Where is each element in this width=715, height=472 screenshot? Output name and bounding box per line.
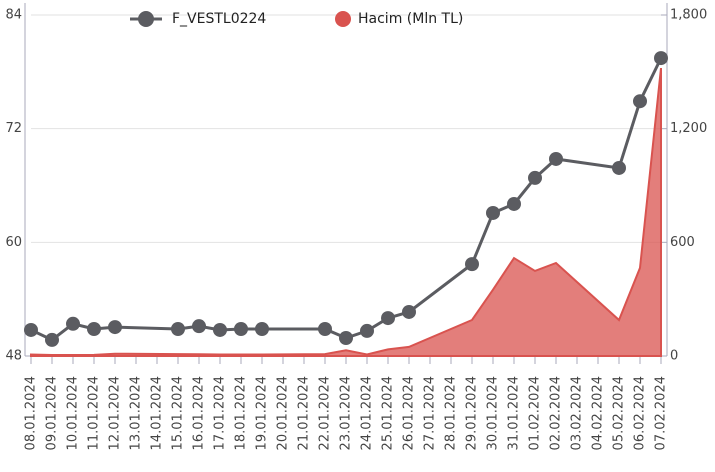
y2-tick-label: 1,200	[670, 121, 707, 136]
x-tick-label: 13.01.2024	[129, 376, 144, 450]
price-marker	[402, 304, 416, 319]
price-marker	[654, 51, 668, 66]
x-tick-label: 10.01.2024	[66, 376, 81, 450]
y-tick-label: 72	[5, 121, 22, 136]
price-marker	[87, 322, 101, 337]
price-marker	[339, 331, 353, 346]
x-tick-label: 26.01.2024	[402, 376, 417, 450]
price-marker	[24, 322, 38, 337]
x-tick-label: 25.01.2024	[381, 376, 396, 450]
x-tick-label: 31.01.2024	[507, 376, 522, 450]
x-tick-label: 17.01.2024	[213, 376, 228, 450]
price-marker	[381, 311, 395, 326]
x-tick-label: 30.01.2024	[486, 376, 501, 450]
price-marker	[486, 205, 500, 220]
price-marker	[255, 322, 269, 337]
x-tick-label: 11.01.2024	[87, 376, 102, 450]
y-tick-label: 84	[5, 8, 22, 23]
x-tick-label: 09.01.2024	[45, 376, 60, 450]
x-tick-label: 05.02.2024	[612, 376, 627, 450]
price-marker	[507, 196, 521, 211]
x-tick-label: 19.01.2024	[255, 376, 270, 450]
x-tick-label: 27.01.2024	[423, 376, 438, 450]
legend-label: Hacim (Mln TL)	[358, 11, 463, 27]
price-marker	[465, 257, 479, 272]
x-tick-label: 21.01.2024	[297, 376, 312, 450]
x-tick-label: 02.02.2024	[549, 376, 564, 450]
legend-swatch	[335, 11, 351, 27]
x-tick-label: 24.01.2024	[360, 376, 375, 450]
price-marker	[171, 322, 185, 337]
x-tick-label: 14.01.2024	[150, 376, 165, 450]
x-tick-label: 29.01.2024	[465, 376, 480, 450]
price-marker	[612, 160, 626, 175]
x-tick-label: 28.01.2024	[444, 376, 459, 450]
y2-tick-label: 600	[670, 235, 695, 250]
x-tick-label: 07.02.2024	[654, 376, 669, 450]
x-tick-label: 18.01.2024	[234, 376, 249, 450]
y-tick-label: 60	[5, 235, 22, 250]
x-tick-label: 20.01.2024	[276, 376, 291, 450]
legend-item: F_VESTL0224	[130, 11, 266, 27]
price-marker	[633, 94, 647, 109]
volume-area	[30, 67, 662, 357]
legend-label: F_VESTL0224	[172, 11, 266, 27]
price-marker	[45, 332, 59, 347]
x-tick-label: 03.02.2024	[570, 376, 585, 450]
price-marker	[360, 323, 374, 338]
y2-tick-label: 1,800	[670, 8, 707, 23]
x-tick-label: 08.01.2024	[24, 376, 39, 450]
price-marker	[528, 170, 542, 185]
price-marker	[66, 316, 80, 331]
x-tick-label: 22.01.2024	[318, 376, 333, 450]
legend-swatch	[138, 11, 154, 27]
price-marker	[549, 151, 563, 166]
price-marker	[213, 322, 227, 337]
x-tick-label: 01.02.2024	[528, 376, 543, 450]
price-marker	[318, 322, 332, 337]
price-marker	[234, 322, 248, 337]
legend-item: Hacim (Mln TL)	[335, 11, 463, 27]
x-tick-label: 04.02.2024	[591, 376, 606, 450]
x-tick-label: 12.01.2024	[108, 376, 123, 450]
y-tick-label: 48	[5, 349, 22, 364]
price-marker	[192, 319, 206, 334]
y2-tick-label: 0	[670, 349, 678, 364]
x-tick-label: 16.01.2024	[192, 376, 207, 450]
x-tick-label: 15.01.2024	[171, 376, 186, 450]
x-tick-label: 06.02.2024	[633, 376, 648, 450]
x-tick-label: 23.01.2024	[339, 376, 354, 450]
price-marker	[108, 320, 122, 335]
